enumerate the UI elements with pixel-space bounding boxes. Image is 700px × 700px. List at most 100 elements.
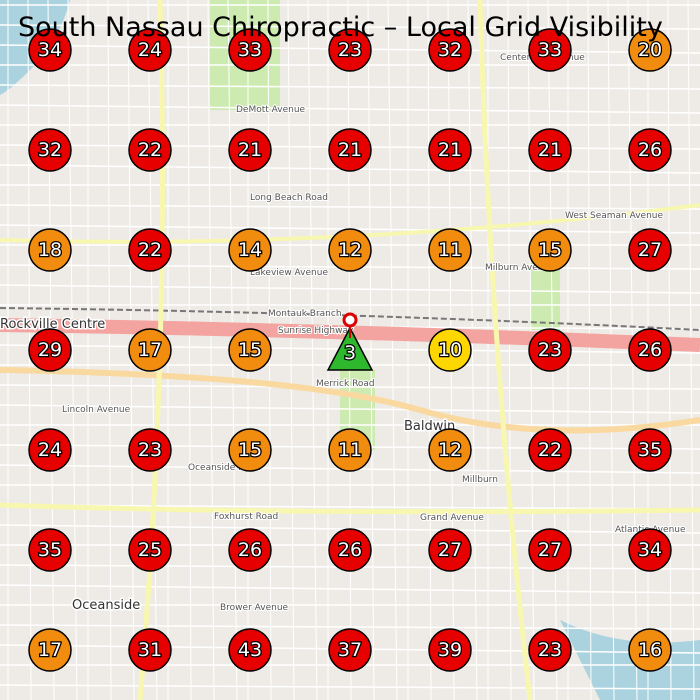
rank-label: 32	[38, 139, 62, 161]
rank-label: 43	[238, 639, 262, 661]
rank-marker	[128, 528, 172, 572]
rank-marker	[528, 328, 572, 372]
rank-marker	[528, 528, 572, 572]
map-label: DeMott Avenue	[236, 105, 306, 115]
rank-label: 35	[38, 539, 62, 561]
rank-marker	[628, 28, 672, 72]
rank-label: 24	[138, 39, 162, 61]
rank-marker	[28, 128, 72, 172]
map-label: Foxhurst Road	[214, 512, 278, 522]
rank-marker	[128, 328, 172, 372]
rank-marker	[528, 28, 572, 72]
street	[0, 624, 700, 630]
rank-marker	[228, 328, 272, 372]
rank-label: 26	[638, 139, 662, 161]
rank-label: 17	[138, 339, 162, 361]
rank-marker	[428, 128, 472, 172]
rank-marker	[328, 528, 372, 572]
rank-label: 18	[38, 239, 62, 261]
rank-marker	[628, 228, 672, 272]
rank-marker	[428, 528, 472, 572]
street	[0, 204, 700, 210]
rank-marker	[328, 28, 372, 72]
street	[367, 0, 375, 700]
rank-label: 22	[538, 439, 562, 461]
rank-label: 11	[338, 439, 362, 461]
rank-marker	[428, 228, 472, 272]
grid: 34 24 33 23 32 33 20 32 22 21 21 21 21 26 18 22 14 12 11 15…	[28, 28, 672, 672]
rank-marker	[428, 428, 472, 472]
rank-marker	[128, 28, 172, 72]
rank-label: 21	[238, 139, 262, 161]
rank-label: 16	[638, 639, 662, 661]
street	[0, 84, 700, 90]
rank-marker	[328, 428, 372, 472]
street	[587, 0, 592, 700]
street	[287, 0, 295, 700]
street	[307, 0, 318, 700]
street	[67, 0, 78, 700]
rank-label: 23	[338, 39, 362, 61]
rank-label: 35	[638, 439, 662, 461]
rank-marker	[228, 428, 272, 472]
map-labels: Rockville CentreBaldwinOceansideMillburn…	[0, 52, 687, 615]
street	[107, 0, 112, 700]
road	[0, 502, 700, 515]
rank-marker	[328, 128, 372, 172]
rank-label: 12	[338, 239, 362, 261]
rank-marker	[528, 428, 572, 472]
rank-marker	[628, 528, 672, 572]
rank-label: 27	[638, 239, 662, 261]
rank-marker	[428, 28, 472, 72]
map-label: Montauk Branch	[268, 309, 342, 319]
map-label: Rockville Centre	[0, 317, 105, 332]
rank-label: 34	[38, 39, 62, 61]
street	[0, 504, 700, 510]
rank-label: 33	[538, 39, 562, 61]
center-marker	[326, 326, 374, 371]
rank-marker	[228, 528, 272, 572]
rank-marker	[628, 628, 672, 672]
rank-label: 15	[238, 439, 262, 461]
map-label: Millburn	[462, 475, 498, 485]
rank-label: 12	[438, 439, 462, 461]
rank-label: 17	[38, 639, 62, 661]
rank-marker	[428, 628, 472, 672]
rank-label: 23	[138, 439, 162, 461]
rank-marker	[628, 128, 672, 172]
street	[0, 384, 700, 390]
rank-label: 34	[638, 539, 662, 561]
street	[0, 104, 700, 114]
rank-label: 31	[138, 639, 162, 661]
rank-label: 37	[338, 639, 362, 661]
map-label: Oceanside	[72, 598, 140, 613]
rank-label: 22	[138, 139, 162, 161]
street	[0, 24, 700, 30]
road	[477, 0, 533, 700]
rank-marker	[528, 128, 572, 172]
rank-label: 26	[638, 339, 662, 361]
map-label: West Seaman Avenue	[565, 211, 664, 221]
street	[0, 684, 700, 690]
rank-marker	[428, 328, 472, 372]
rank-label: 26	[238, 539, 262, 561]
rank-marker	[528, 628, 572, 672]
rank-label: 39	[438, 639, 462, 661]
rank-marker	[28, 528, 72, 572]
street	[467, 0, 478, 700]
street	[207, 0, 215, 700]
rank-label: 27	[538, 539, 562, 561]
rank-label: 23	[538, 339, 562, 361]
rank-label: 27	[438, 539, 462, 561]
rank-marker	[528, 228, 572, 272]
map-label: Merrick Road	[316, 379, 375, 389]
title: South Nassau Chiropractic – Local Grid V…	[18, 12, 663, 43]
rank-label: 14	[238, 239, 262, 261]
street	[607, 0, 615, 700]
rank-label: 11	[438, 239, 462, 261]
rank-marker	[128, 228, 172, 272]
map-label: Long Beach Road	[250, 193, 328, 203]
water	[560, 620, 700, 700]
rank-label: 3	[344, 342, 356, 364]
